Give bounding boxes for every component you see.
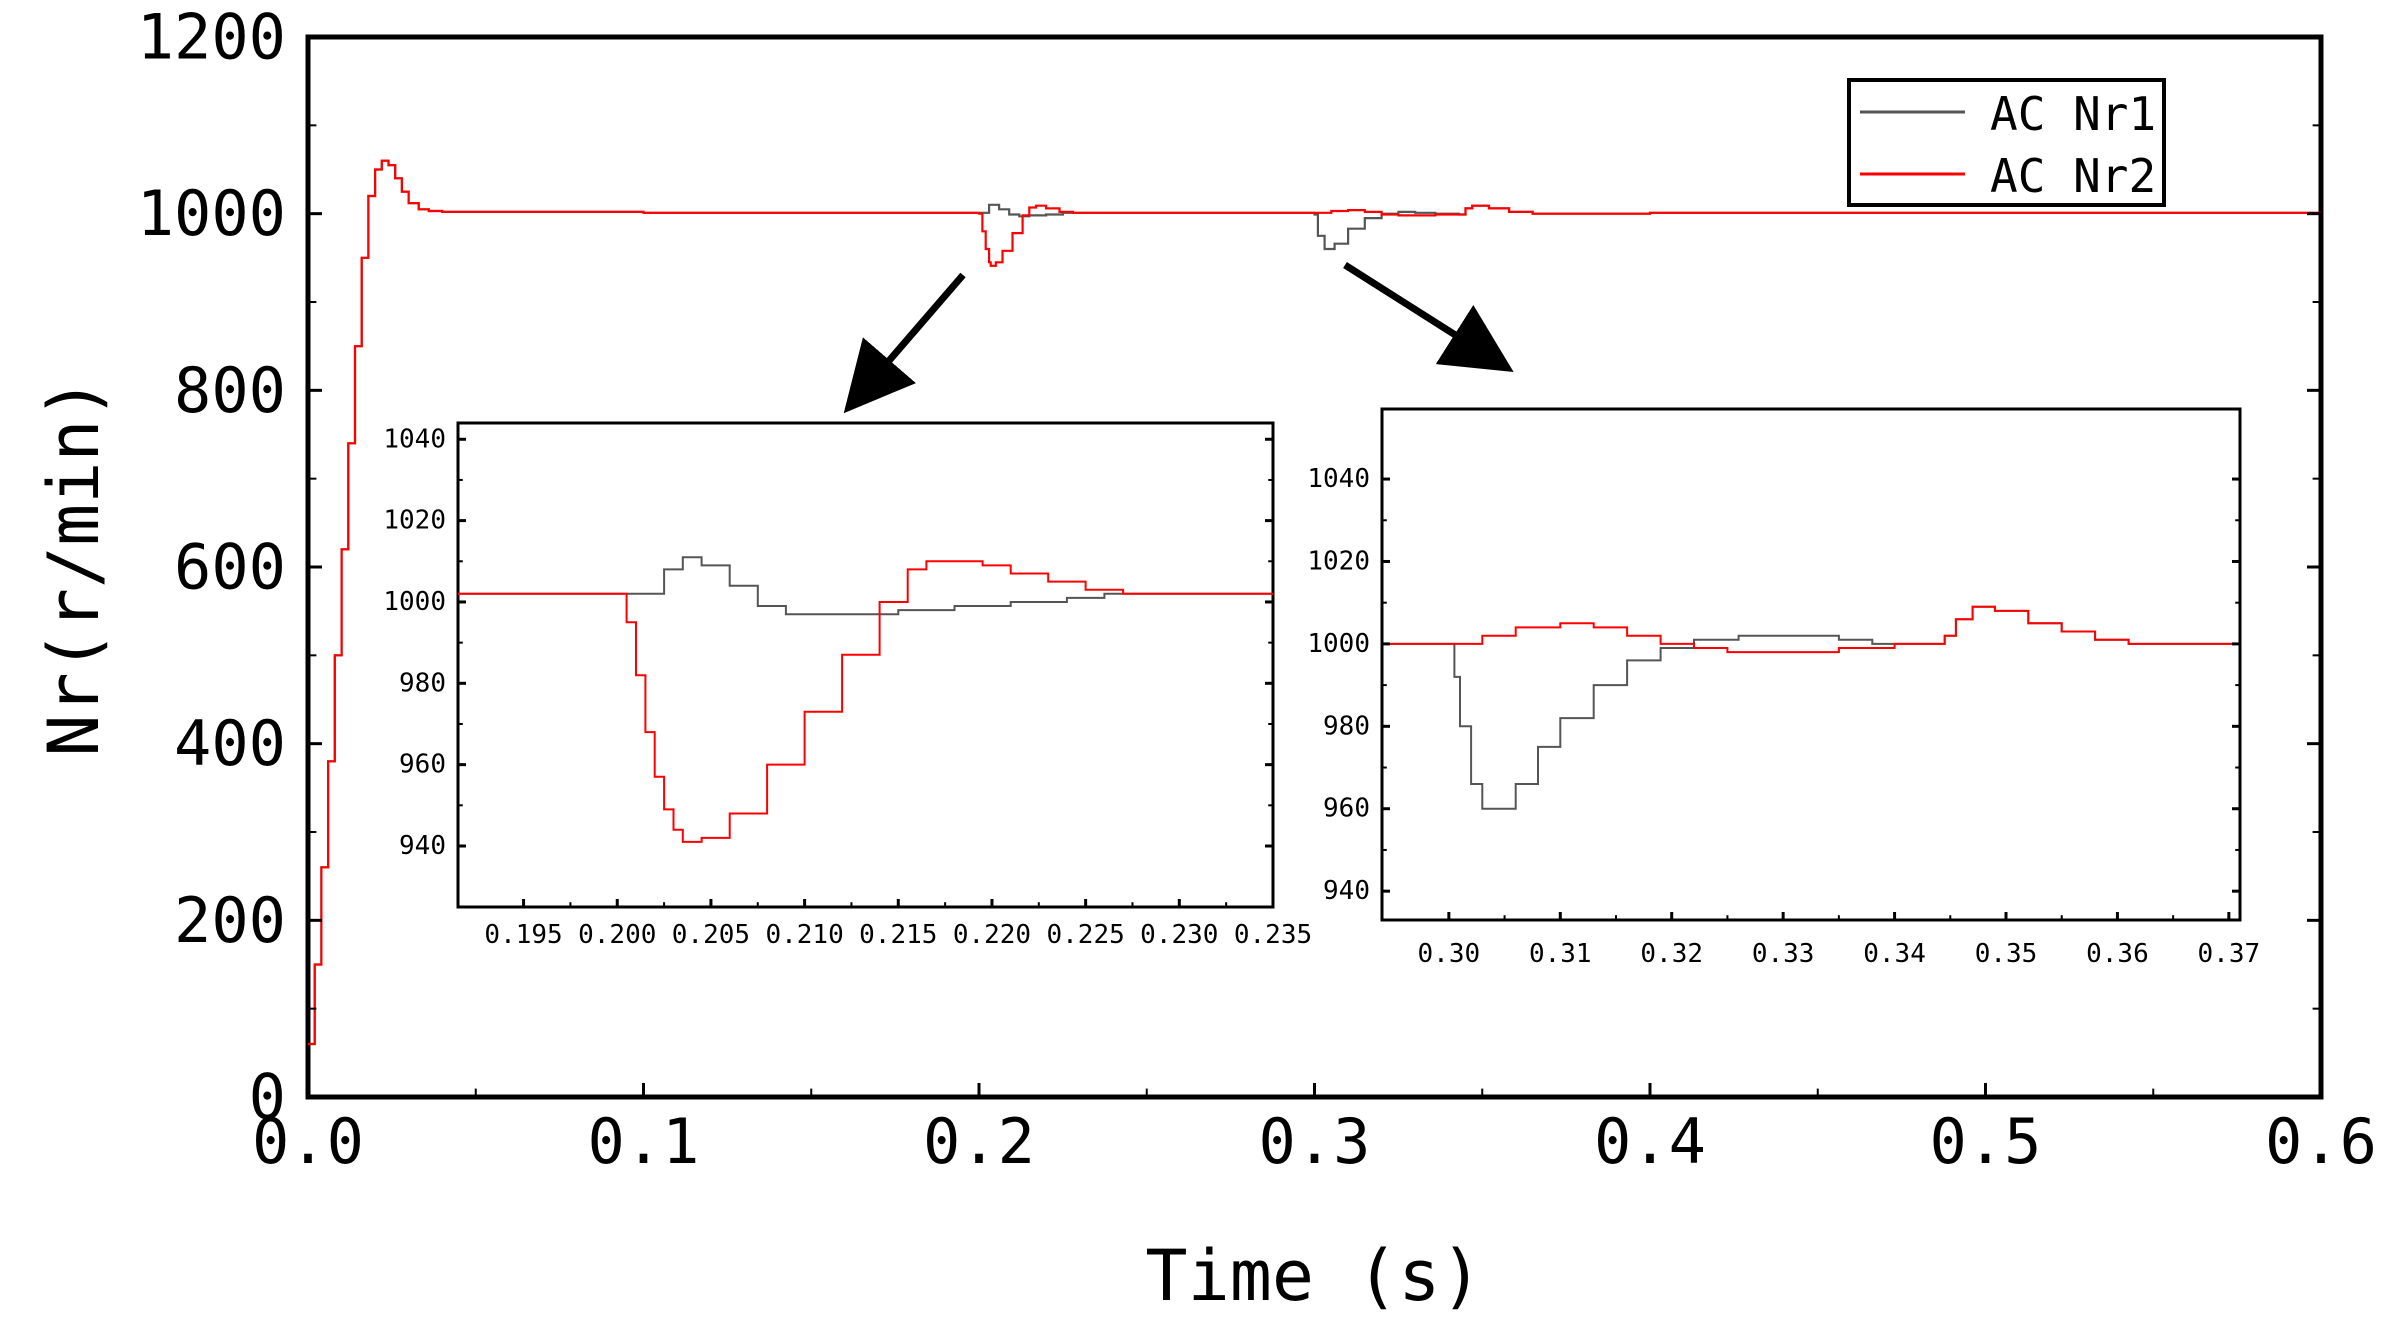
main-xtick-label: 0.0 <box>252 1105 364 1178</box>
inset-1-ytick-label: 980 <box>399 668 446 698</box>
inset-2-ytick-label: 1020 <box>1307 546 1370 576</box>
inset-1-xtick-label: 0.210 <box>765 920 843 950</box>
inset-1-series-ac-nr2 <box>458 560 1273 843</box>
inset-2-ytick-label: 980 <box>1323 711 1370 741</box>
inset-2-ytick-label: 960 <box>1323 794 1370 824</box>
inset-2-ytick-label: 1000 <box>1307 629 1370 659</box>
inset-2-xtick-label: 0.34 <box>1863 939 1926 969</box>
inset-2-series-ac-nr2 <box>1382 605 2240 654</box>
main-ytick-label: 1200 <box>137 1 286 74</box>
inset-1-ytick-label: 1000 <box>383 587 446 617</box>
inset-1-xtick-label: 0.205 <box>672 920 750 950</box>
main-ytick-label: 400 <box>174 707 286 780</box>
inset-1-xtick-label: 0.200 <box>578 920 656 950</box>
main-xtick-label: 0.3 <box>1259 1105 1371 1178</box>
x-axis-label: Time (s) <box>1145 1235 1482 1317</box>
inset-2-ytick-label: 1040 <box>1307 464 1370 494</box>
inset-1-xtick-label: 0.225 <box>1047 920 1125 950</box>
inset-1-xtick-label: 0.230 <box>1140 920 1218 950</box>
legend-label-ac-nr1: AC Nr1 <box>1990 87 2156 141</box>
main-series-ac-nr2 <box>308 159 2321 1046</box>
inset-1-ytick-label: 1020 <box>383 506 446 536</box>
main-xtick-label: 0.4 <box>1594 1105 1706 1178</box>
main-ytick-label: 800 <box>174 354 286 427</box>
inset-1-xtick-label: 0.235 <box>1234 920 1312 950</box>
callout-arrow-1 <box>843 272 966 414</box>
inset-2-ytick-label: 940 <box>1323 876 1370 906</box>
inset-2-xtick-label: 0.35 <box>1975 939 2038 969</box>
main-ytick-label: 600 <box>174 531 286 604</box>
inset-1-xtick-label: 0.195 <box>484 920 562 950</box>
inset-2-xtick-label: 0.30 <box>1418 939 1481 969</box>
main-xtick-label: 0.2 <box>923 1105 1035 1178</box>
inset-1-ytick-label: 960 <box>399 750 446 780</box>
legend-box <box>1847 78 2166 207</box>
main-ytick-label: 1000 <box>137 177 286 250</box>
y-axis-label: Nr(r/min) <box>33 377 115 756</box>
inset-2-xtick-label: 0.31 <box>1529 939 1592 969</box>
main-ytick-label: 0 <box>249 1061 286 1134</box>
legend-label-ac-nr2: AC Nr2 <box>1990 149 2156 203</box>
inset-2-xtick-label: 0.36 <box>2086 939 2149 969</box>
inset-1-xtick-label: 0.215 <box>859 920 937 950</box>
inset-1-ytick-label: 1040 <box>383 424 446 454</box>
callout-arrow-2 <box>1343 262 1514 373</box>
main-xtick-label: 0.6 <box>2265 1105 2377 1178</box>
inset-1-series-ac-nr1 <box>458 556 1273 616</box>
inset-2-xtick-label: 0.33 <box>1752 939 1815 969</box>
inset-2-xtick-label: 0.37 <box>2198 939 2261 969</box>
main-xtick-label: 0.5 <box>1930 1105 2042 1178</box>
inset-1-frame <box>456 421 1275 909</box>
inset-1-xtick-label: 0.220 <box>953 920 1031 950</box>
inset-2-xtick-label: 0.32 <box>1640 939 1703 969</box>
inset-2-frame <box>1380 407 2242 922</box>
inset-1-ytick-label: 940 <box>399 831 446 861</box>
main-ytick-label: 200 <box>174 884 286 957</box>
legend: AC Nr1 AC Nr2 <box>1847 78 2166 207</box>
main-xtick-label: 0.1 <box>588 1105 700 1178</box>
